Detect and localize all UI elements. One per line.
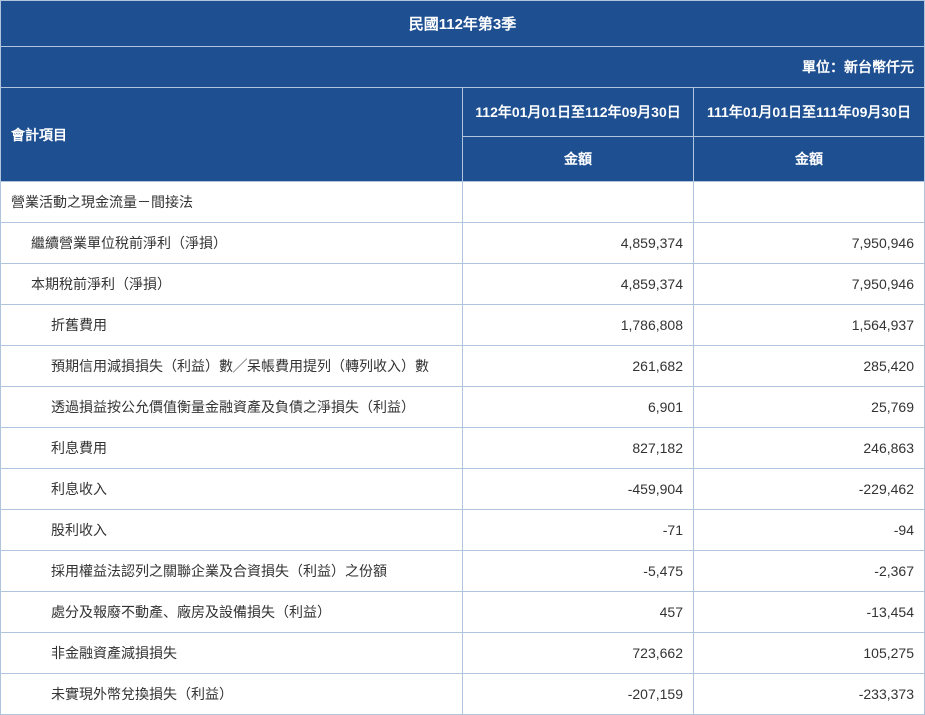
table-row: 處分及報廢不動產、廠房及設備損失（利益）457-13,454 (1, 592, 925, 633)
row-value-2: 25,769 (694, 387, 925, 428)
row-label: 折舊費用 (1, 305, 463, 346)
row-value-2: -2,367 (694, 551, 925, 592)
row-value-1: 1,786,808 (463, 305, 694, 346)
table-row: 利息收入-459,904-229,462 (1, 469, 925, 510)
row-value-1: -459,904 (463, 469, 694, 510)
table-row: 股利收入-71-94 (1, 510, 925, 551)
row-label: 利息收入 (1, 469, 463, 510)
financial-table-container: 民國112年第3季 單位：新台幣仟元 會計項目 112年01月01日至112年0… (0, 0, 925, 715)
item-header: 會計項目 (1, 88, 463, 182)
unit-label: 單位：新台幣仟元 (1, 47, 925, 88)
row-value-1: 4,859,374 (463, 223, 694, 264)
financial-table: 民國112年第3季 單位：新台幣仟元 會計項目 112年01月01日至112年0… (0, 0, 925, 715)
row-value-2: 7,950,946 (694, 264, 925, 305)
period2-header: 111年01月01日至111年09月30日 (694, 88, 925, 137)
row-label: 本期稅前淨利（淨損） (1, 264, 463, 305)
table-row: 利息費用827,182246,863 (1, 428, 925, 469)
row-label: 未實現外幣兌換損失（利益） (1, 674, 463, 715)
period1-header: 112年01月01日至112年09月30日 (463, 88, 694, 137)
table-row: 採用權益法認列之關聯企業及合資損失（利益）之份額-5,475-2,367 (1, 551, 925, 592)
row-label: 股利收入 (1, 510, 463, 551)
amount-header-2: 金額 (694, 137, 925, 182)
row-value-2: 105,275 (694, 633, 925, 674)
table-row: 預期信用減損損失（利益）數╱呆帳費用提列（轉列收入）數261,682285,42… (1, 346, 925, 387)
table-row: 非金融資產減損損失723,662105,275 (1, 633, 925, 674)
row-value-1: 723,662 (463, 633, 694, 674)
row-value-1: 261,682 (463, 346, 694, 387)
row-value-2: 7,950,946 (694, 223, 925, 264)
row-value-1: -71 (463, 510, 694, 551)
row-value-1: -5,475 (463, 551, 694, 592)
column-header-row: 會計項目 112年01月01日至112年09月30日 111年01月01日至11… (1, 88, 925, 137)
row-value-1: 827,182 (463, 428, 694, 469)
row-value-1: -207,159 (463, 674, 694, 715)
table-row: 折舊費用1,786,8081,564,937 (1, 305, 925, 346)
section-row: 營業活動之現金流量－間接法 (1, 182, 925, 223)
section-blank-2 (694, 182, 925, 223)
title-row: 民國112年第3季 (1, 1, 925, 47)
table-title: 民國112年第3季 (1, 1, 925, 47)
row-value-1: 6,901 (463, 387, 694, 428)
row-label: 處分及報廢不動產、廠房及設備損失（利益） (1, 592, 463, 633)
table-row: 本期稅前淨利（淨損）4,859,3747,950,946 (1, 264, 925, 305)
table-row: 未實現外幣兌換損失（利益）-207,159-233,373 (1, 674, 925, 715)
row-value-2: 285,420 (694, 346, 925, 387)
table-row: 透過損益按公允價值衡量金融資產及負債之淨損失（利益）6,90125,769 (1, 387, 925, 428)
section-label: 營業活動之現金流量－間接法 (1, 182, 463, 223)
row-value-1: 4,859,374 (463, 264, 694, 305)
row-value-2: -233,373 (694, 674, 925, 715)
unit-row: 單位：新台幣仟元 (1, 47, 925, 88)
row-label: 採用權益法認列之關聯企業及合資損失（利益）之份額 (1, 551, 463, 592)
row-value-2: 246,863 (694, 428, 925, 469)
row-label: 預期信用減損損失（利益）數╱呆帳費用提列（轉列收入）數 (1, 346, 463, 387)
row-label: 繼續營業單位稅前淨利（淨損） (1, 223, 463, 264)
row-label: 非金融資產減損損失 (1, 633, 463, 674)
amount-header-1: 金額 (463, 137, 694, 182)
table-row: 繼續營業單位稅前淨利（淨損）4,859,3747,950,946 (1, 223, 925, 264)
row-value-2: 1,564,937 (694, 305, 925, 346)
table-body: 營業活動之現金流量－間接法 繼續營業單位稅前淨利（淨損）4,859,3747,9… (1, 182, 925, 715)
row-label: 透過損益按公允價值衡量金融資產及負債之淨損失（利益） (1, 387, 463, 428)
section-blank-1 (463, 182, 694, 223)
row-value-2: -13,454 (694, 592, 925, 633)
row-value-2: -229,462 (694, 469, 925, 510)
row-value-2: -94 (694, 510, 925, 551)
row-value-1: 457 (463, 592, 694, 633)
row-label: 利息費用 (1, 428, 463, 469)
